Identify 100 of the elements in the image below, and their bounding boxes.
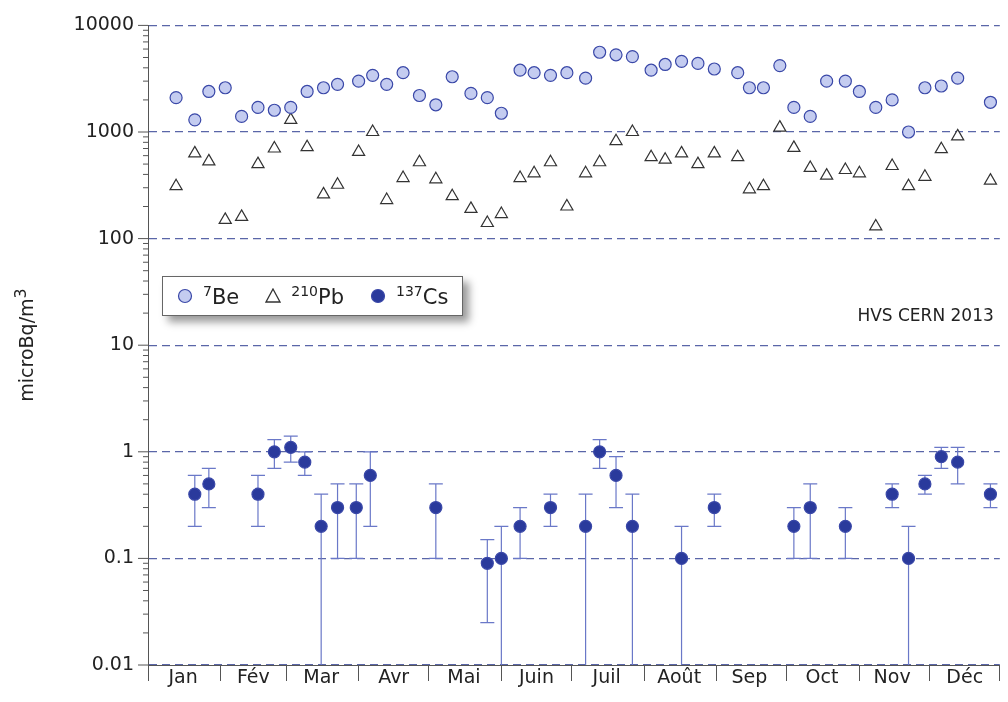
point <box>513 63 527 77</box>
point <box>869 218 883 231</box>
point <box>480 91 494 105</box>
point <box>658 152 672 164</box>
point <box>464 86 478 101</box>
point <box>298 455 312 469</box>
point <box>579 71 593 85</box>
point <box>951 128 965 141</box>
point <box>351 144 366 157</box>
point <box>773 58 787 73</box>
y-tick-label: 100 <box>97 225 134 248</box>
point <box>838 519 852 533</box>
point <box>609 48 623 62</box>
point <box>218 81 232 95</box>
point <box>169 91 183 105</box>
point <box>429 171 443 184</box>
point <box>169 178 183 191</box>
point <box>251 100 265 115</box>
point <box>234 209 249 221</box>
point <box>787 519 801 533</box>
point <box>644 149 658 162</box>
annotation: HVS CERN 2013 <box>857 304 994 325</box>
point <box>363 468 377 483</box>
point <box>267 103 281 117</box>
point <box>202 153 216 166</box>
point <box>316 81 331 95</box>
y-tick-label: 0.1 <box>103 545 134 568</box>
point <box>330 500 345 515</box>
point <box>578 165 593 178</box>
point <box>251 487 265 501</box>
x-tick-label: Jan <box>167 665 198 688</box>
point <box>852 84 866 99</box>
point <box>803 160 817 173</box>
legend-label: $^{7}$Be <box>203 283 240 309</box>
x-tick-label: Mar <box>303 665 340 688</box>
point <box>188 113 202 127</box>
point <box>885 158 899 171</box>
point <box>803 500 817 515</box>
point <box>658 57 672 72</box>
point <box>674 54 689 68</box>
y-tick-label: 0.01 <box>91 651 134 674</box>
point <box>543 68 558 82</box>
point <box>202 84 216 99</box>
point <box>773 119 787 132</box>
point <box>527 165 541 178</box>
point <box>609 133 623 146</box>
point <box>838 162 853 175</box>
point <box>445 188 459 201</box>
y-tick-label: 1 <box>121 438 134 461</box>
point <box>396 170 410 183</box>
point <box>235 109 249 124</box>
point <box>218 212 232 224</box>
point <box>349 500 363 515</box>
point <box>918 477 932 491</box>
point <box>934 450 948 464</box>
point <box>543 500 558 515</box>
point <box>380 77 394 91</box>
point <box>983 173 998 185</box>
point <box>445 70 459 84</box>
point <box>267 140 282 153</box>
x-tick-label: Juin <box>517 665 554 688</box>
point <box>756 178 771 191</box>
point <box>838 74 852 88</box>
y-tick-label: 10000 <box>73 12 134 35</box>
point <box>330 177 345 189</box>
point <box>300 84 314 99</box>
point <box>609 468 623 483</box>
point <box>819 167 834 180</box>
point <box>593 445 607 459</box>
x-tick-label: Fév <box>236 665 270 688</box>
point <box>494 206 509 219</box>
point <box>365 124 380 137</box>
point <box>380 192 394 205</box>
point <box>756 81 771 95</box>
point <box>300 139 314 152</box>
point <box>742 81 757 95</box>
point <box>513 519 527 533</box>
point <box>527 66 541 80</box>
point <box>852 165 867 178</box>
point <box>731 66 745 80</box>
point <box>901 551 916 565</box>
y-tick-label: 10 <box>109 332 134 355</box>
point <box>429 500 443 515</box>
point <box>918 169 932 181</box>
point <box>314 519 328 533</box>
x-tick-label: Juil <box>591 665 621 688</box>
x-tick-label: Avr <box>378 665 410 688</box>
point <box>284 440 298 454</box>
point <box>625 49 639 64</box>
x-tick-label: Déc <box>946 665 984 688</box>
point <box>412 88 427 103</box>
point <box>188 487 202 501</box>
point <box>593 45 607 59</box>
x-tick-label: Mai <box>447 665 481 688</box>
point <box>951 455 965 469</box>
legend-label: $^{137}$Cs <box>395 283 449 309</box>
point <box>707 500 721 515</box>
point <box>412 154 427 167</box>
point <box>396 66 410 80</box>
x-tick-label: Sep <box>731 665 768 688</box>
